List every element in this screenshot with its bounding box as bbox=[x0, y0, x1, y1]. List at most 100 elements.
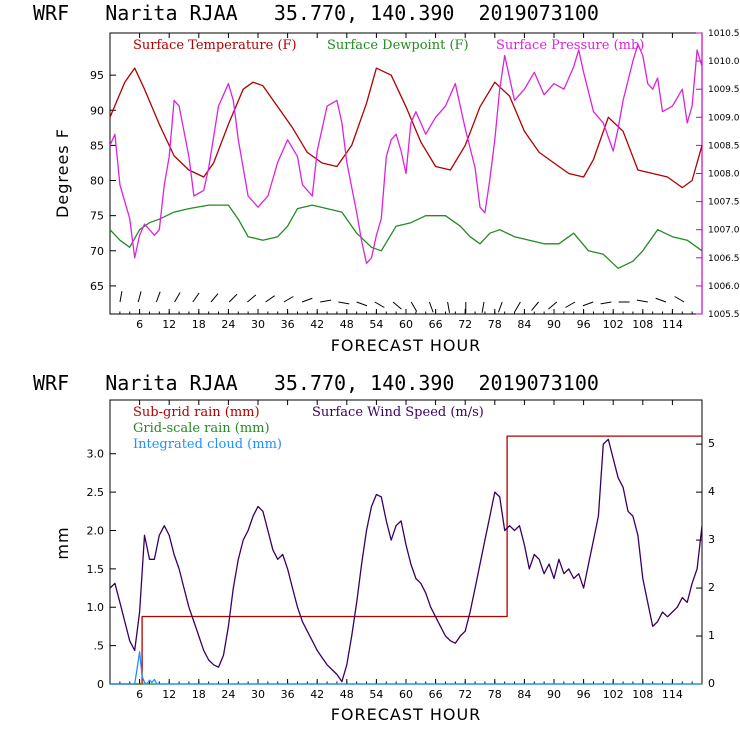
legend-temperature: Surface Temperature (F) bbox=[133, 38, 297, 53]
wind-barb bbox=[356, 301, 368, 307]
x-tick-label: 96 bbox=[577, 318, 591, 331]
y2-tick-label: 1010.0 bbox=[708, 57, 740, 67]
y-tick-label: 3.0 bbox=[87, 448, 105, 461]
bottom-series-group bbox=[109, 435, 703, 685]
x-tick-label: 108 bbox=[632, 318, 653, 331]
y2-tick-label: 1 bbox=[708, 629, 715, 642]
wind-barb bbox=[410, 301, 418, 312]
y-tick-label: 65 bbox=[90, 280, 104, 293]
x-tick-label: 42 bbox=[310, 318, 324, 331]
y-tick-label: 2.0 bbox=[87, 524, 105, 537]
y-tick-label: 2.5 bbox=[87, 486, 105, 499]
x-tick-label: 108 bbox=[632, 688, 653, 701]
legend-subgrid-rain: Sub-grid rain (mm) bbox=[133, 405, 260, 420]
bottom-ylabel: mm bbox=[53, 526, 72, 559]
x-tick-label: 18 bbox=[192, 318, 206, 331]
series-line-integrated-cloud-mm bbox=[110, 651, 702, 685]
y-tick-label: 1.0 bbox=[87, 601, 105, 614]
top-title: WRF Narita RJAA 35.770, 140.390 20190731… bbox=[33, 1, 599, 25]
wind-barb bbox=[228, 293, 238, 303]
x-tick-label: 30 bbox=[251, 318, 265, 331]
x-tick-label: 6 bbox=[136, 318, 143, 331]
y2-tick-label: 4 bbox=[708, 485, 715, 498]
y2-tick-label: 1007.5 bbox=[708, 198, 740, 208]
y2-tick-label: 1009.5 bbox=[708, 85, 740, 95]
wind-barb bbox=[392, 301, 402, 310]
legend-gridscale-rain: Grid-scale rain (mm) bbox=[133, 421, 270, 436]
x-tick-label: 48 bbox=[340, 318, 354, 331]
wind-barb bbox=[320, 299, 332, 303]
wind-barb bbox=[565, 301, 576, 308]
wind-barb bbox=[247, 294, 257, 303]
x-tick-label: 114 bbox=[662, 318, 683, 331]
x-tick-label: 42 bbox=[310, 688, 324, 701]
wind-barb bbox=[447, 301, 451, 313]
wind-barb bbox=[497, 301, 503, 313]
bottom-panel: WRF Narita RJAA 35.770, 140.390 20190731… bbox=[33, 371, 715, 724]
wind-barb bbox=[428, 301, 434, 313]
wind-barb bbox=[210, 293, 219, 303]
y2-tick-label: 1010.5 bbox=[708, 29, 740, 39]
y2-tick-label: 1008.0 bbox=[708, 170, 740, 180]
wind-barb bbox=[600, 301, 612, 305]
x-tick-label: 102 bbox=[603, 318, 624, 331]
wind-barb bbox=[155, 291, 161, 303]
x-tick-label: 36 bbox=[281, 318, 295, 331]
series-line-sub-grid-rain-mm bbox=[110, 435, 702, 685]
top-panel: WRF Narita RJAA 35.770, 140.390 20190731… bbox=[33, 1, 740, 355]
y2-tick-label: 2 bbox=[708, 581, 715, 594]
x-tick-label: 6 bbox=[136, 688, 143, 701]
x-tick-label: 24 bbox=[221, 688, 235, 701]
y-tick-label: 70 bbox=[90, 245, 104, 258]
x-tick-label: 84 bbox=[517, 318, 531, 331]
top-xlabel: FORECAST HOUR bbox=[331, 336, 482, 355]
wind-barb bbox=[338, 301, 350, 305]
x-tick-label: 102 bbox=[603, 688, 624, 701]
x-tick-label: 72 bbox=[458, 688, 472, 701]
x-tick-label: 66 bbox=[429, 318, 443, 331]
wind-barb bbox=[674, 296, 685, 303]
y-tick-label: 0 bbox=[97, 678, 104, 691]
wind-barb bbox=[192, 292, 200, 303]
y2-tick-label: 1005.5 bbox=[708, 310, 740, 320]
x-tick-label: 36 bbox=[281, 688, 295, 701]
x-tick-label: 90 bbox=[547, 318, 561, 331]
y-tick-label: 1.5 bbox=[87, 563, 105, 576]
wind-barb bbox=[374, 301, 385, 308]
wind-barb bbox=[636, 299, 648, 303]
legend-dewpoint: Surface Dewpoint (F) bbox=[327, 38, 469, 53]
legend-wind-speed: Surface Wind Speed (m/s) bbox=[312, 405, 484, 420]
y2-tick-label: 1009.0 bbox=[708, 113, 740, 123]
wind-barb bbox=[548, 301, 558, 310]
x-tick-label: 60 bbox=[399, 688, 413, 701]
y-tick-label: 75 bbox=[90, 210, 104, 223]
x-tick-label: 84 bbox=[517, 688, 531, 701]
y2-tick-label: 1007.0 bbox=[708, 226, 740, 236]
y2-tick-label: 1008.5 bbox=[708, 141, 740, 151]
bottom-xlabel: FORECAST HOUR bbox=[331, 705, 482, 724]
y2-tick-label: 0 bbox=[708, 677, 715, 690]
x-tick-label: 78 bbox=[488, 688, 502, 701]
y2-tick-label: 1006.0 bbox=[708, 282, 740, 292]
wind-barb bbox=[514, 301, 521, 312]
wind-barb bbox=[174, 292, 181, 303]
top-tick-marks: 6 12 18 24 30 36 42 48 54 60 66 72 78 84 90 96 102 108 114… bbox=[90, 29, 740, 331]
wind-barb bbox=[265, 295, 275, 303]
x-tick-label: 18 bbox=[192, 688, 206, 701]
wind-barb bbox=[582, 301, 594, 307]
x-tick-label: 12 bbox=[162, 318, 176, 331]
x-tick-label: 24 bbox=[221, 318, 235, 331]
series-line-surface-dewpoint-f bbox=[109, 204, 703, 269]
bottom-tick-marks: 6 12 18 24 30 36 42 48 54 60 66 72 78 84 90 96 102 108 114… bbox=[87, 400, 715, 701]
wind-barb bbox=[119, 291, 123, 303]
x-tick-label: 54 bbox=[369, 688, 383, 701]
wind-barbs bbox=[119, 291, 685, 313]
y-tick-label: 85 bbox=[90, 139, 104, 152]
x-tick-label: 114 bbox=[662, 688, 683, 701]
x-tick-label: 60 bbox=[399, 318, 413, 331]
x-tick-label: 30 bbox=[251, 688, 265, 701]
x-tick-label: 48 bbox=[340, 688, 354, 701]
bottom-title: WRF Narita RJAA 35.770, 140.390 20190731… bbox=[33, 371, 599, 395]
y2-tick-label: 1006.5 bbox=[708, 254, 740, 264]
x-tick-label: 72 bbox=[458, 318, 472, 331]
